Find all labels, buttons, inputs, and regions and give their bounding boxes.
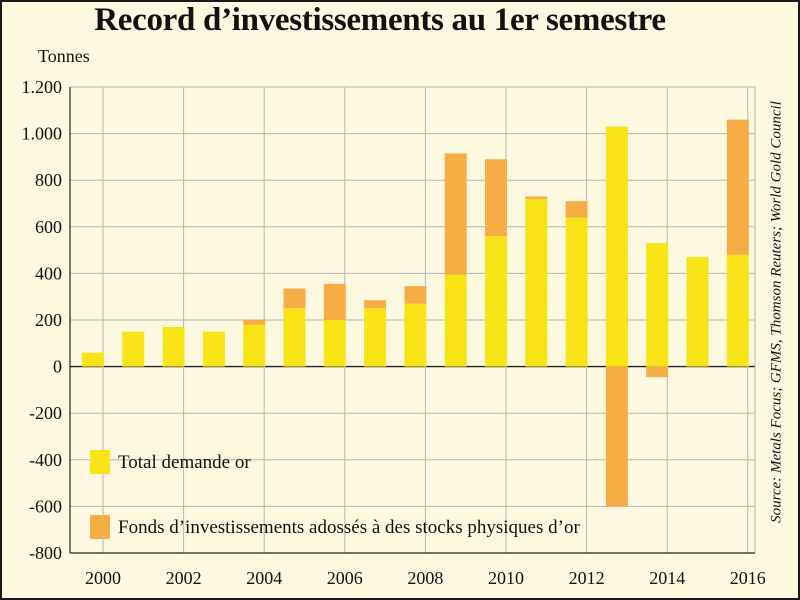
- bar-total-demand-2016: [726, 254, 749, 367]
- bar-etf-funds-2008: [404, 286, 427, 304]
- x-tick-label: 2014: [649, 568, 685, 588]
- bar-etf-funds-2005: [283, 288, 306, 309]
- bar-total-demand-2008: [404, 303, 427, 367]
- bar-total-demand-2011: [525, 198, 548, 367]
- bar-total-demand-2004: [243, 324, 266, 367]
- legend-label-etf-funds: Fonds d’investissements adossés à des st…: [118, 517, 580, 538]
- x-tick-label: 2008: [407, 568, 443, 588]
- bar-total-demand-2014: [646, 243, 669, 367]
- y-tick-label: -800: [29, 543, 62, 563]
- y-tick-label: 1.200: [22, 77, 63, 97]
- x-tick-label: 2004: [246, 568, 282, 588]
- y-tick-label: 0: [53, 357, 62, 377]
- bar-total-demand-2006: [323, 320, 346, 367]
- bar-etf-funds-2013: [605, 366, 628, 507]
- bar-total-demand-2002: [162, 326, 185, 367]
- x-tick-label: 2006: [327, 568, 363, 588]
- bar-total-demand-2013: [605, 126, 628, 367]
- bar-total-demand-2012: [565, 217, 588, 367]
- bar-total-demand-2001: [122, 331, 145, 367]
- legend-swatch-etf-funds: [90, 515, 110, 539]
- bar-total-demand-2000: [82, 352, 104, 367]
- legend-swatch-total-demand: [90, 450, 110, 474]
- y-axis-unit-label: Tonnes: [38, 46, 90, 66]
- y-tick-label: -600: [29, 496, 62, 516]
- bar-etf-funds-2004: [243, 320, 266, 325]
- legend-label-total-demand: Total demande or: [118, 452, 251, 473]
- bar-etf-funds-2006: [323, 283, 346, 320]
- y-tick-label: 600: [35, 217, 62, 237]
- bar-total-demand-2009: [444, 274, 467, 367]
- x-tick-label: 2000: [85, 568, 121, 588]
- bar-etf-funds-2007: [364, 300, 387, 309]
- chart-title: Record d’investissements au 1er semestre: [94, 2, 666, 38]
- bar-etf-funds-2011: [525, 196, 548, 199]
- bar-total-demand-2005: [283, 308, 306, 367]
- bar-total-demand-2003: [202, 331, 225, 367]
- bar-total-demand-2007: [364, 308, 387, 367]
- y-tick-label: 400: [35, 263, 62, 283]
- bar-etf-funds-2012: [565, 201, 588, 218]
- y-tick-label: 800: [35, 170, 62, 190]
- bar-etf-funds-2009: [444, 153, 467, 275]
- y-tick-label: -400: [29, 450, 62, 470]
- bar-total-demand-2010: [485, 236, 507, 367]
- x-tick-label: 2002: [166, 568, 202, 588]
- y-tick-label: 1.000: [22, 124, 63, 144]
- x-tick-label: 2016: [730, 568, 766, 588]
- bar-etf-funds-2010: [485, 159, 507, 237]
- bar-total-demand-2015: [686, 257, 709, 367]
- x-tick-label: 2010: [488, 568, 524, 588]
- bar-etf-funds-2016: [726, 119, 749, 255]
- x-tick-label: 2012: [569, 568, 605, 588]
- bar-etf-funds-2014: [646, 366, 669, 378]
- y-tick-label: 200: [35, 310, 62, 330]
- y-tick-label: -200: [29, 403, 62, 423]
